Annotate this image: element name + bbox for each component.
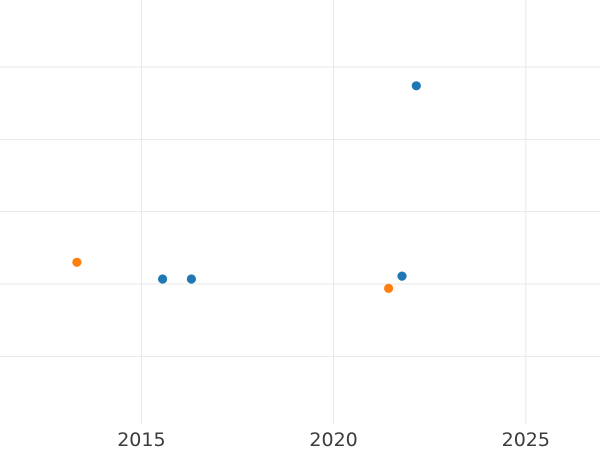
scatter-point-orange: [72, 257, 82, 267]
x-tick-label: 2015: [117, 429, 165, 450]
x-tick-label: 2020: [309, 429, 357, 450]
scatter-point-blue: [411, 81, 421, 91]
scatter-point-blue: [158, 274, 168, 284]
scatter-point-blue: [186, 274, 196, 284]
x-tick-label: 2025: [502, 429, 550, 450]
scatter-point-blue: [397, 271, 407, 281]
scatter-point-orange: [384, 283, 394, 293]
